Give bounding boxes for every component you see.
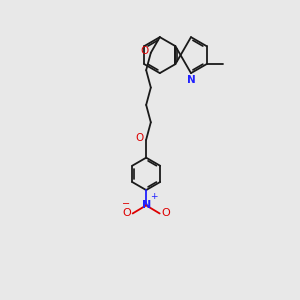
Text: −: − — [122, 199, 130, 208]
Text: +: + — [150, 192, 158, 201]
Text: O: O — [122, 208, 131, 218]
Text: O: O — [140, 46, 148, 56]
Text: N: N — [142, 200, 151, 210]
Text: O: O — [162, 208, 170, 218]
Text: O: O — [136, 134, 144, 143]
Text: N: N — [187, 75, 195, 85]
